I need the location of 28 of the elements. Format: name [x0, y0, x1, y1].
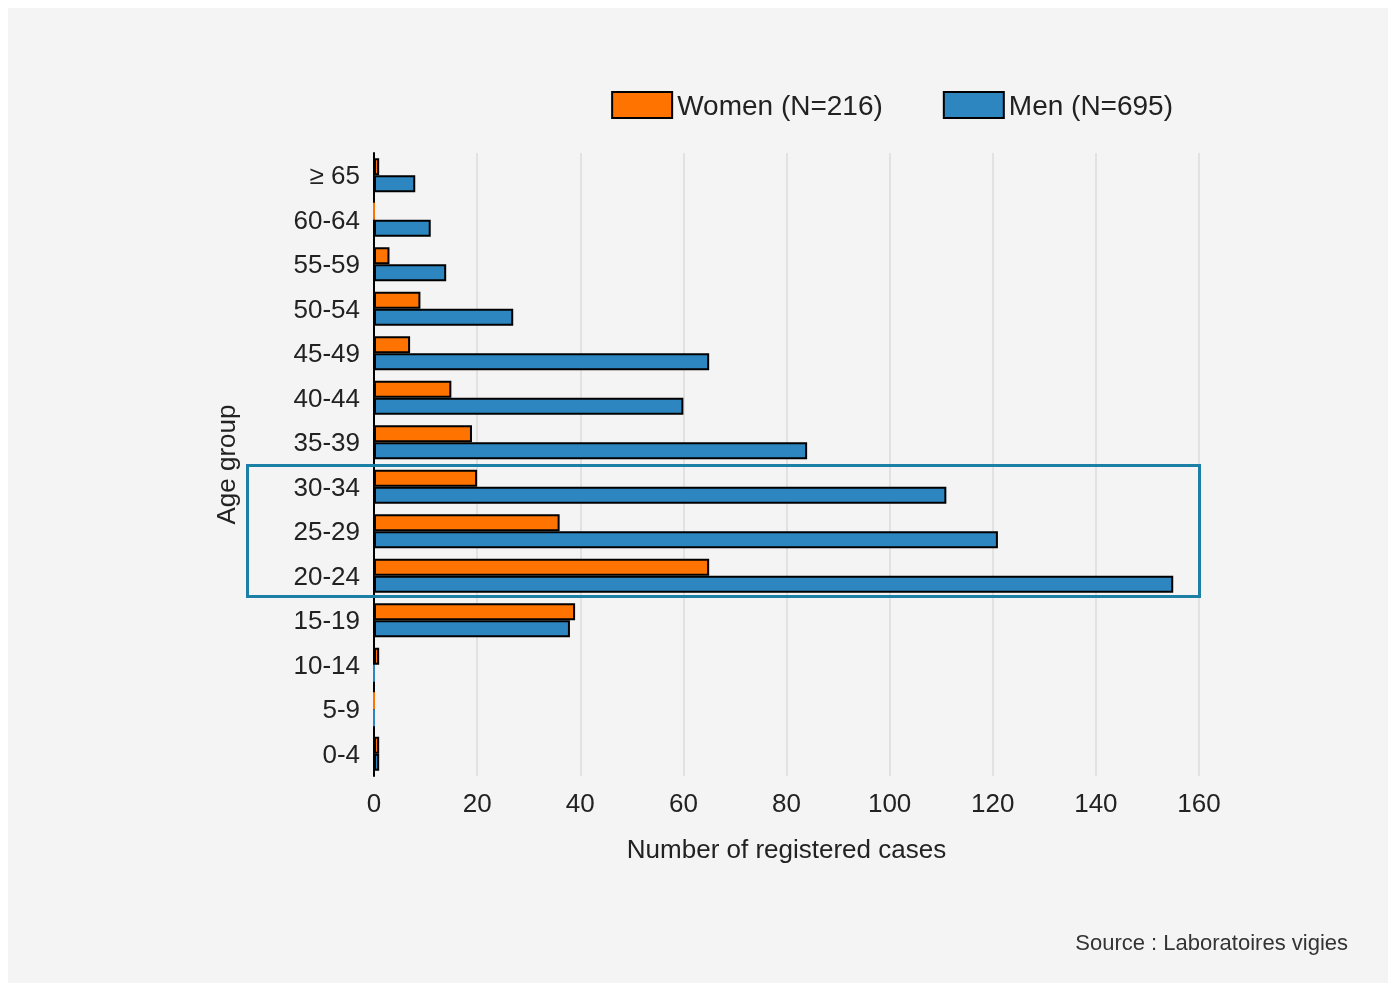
x-tick-label: 60 [668, 788, 698, 818]
y-tick-label: 40-44 [293, 382, 360, 413]
y-axis-title: Age group [211, 404, 241, 525]
y-tick-label: 60-64 [293, 204, 360, 235]
y-tick-label: 30-34 [293, 471, 360, 502]
y-tick-label: 20-24 [293, 560, 360, 591]
x-axis-title: Number of registered cases [626, 834, 947, 864]
x-tick-label: 100 [867, 788, 912, 818]
y-tick-label: 35-39 [293, 427, 360, 458]
y-tick-label: 25-29 [293, 516, 360, 547]
x-tick-label: 140 [1074, 788, 1118, 818]
y-tick-label: 10-14 [293, 649, 360, 680]
y-tick-label: 15-19 [293, 605, 360, 636]
y-tick-label: 55-59 [293, 249, 360, 280]
y-tick-label: 50-54 [293, 293, 360, 324]
x-tick-label: 160 [1177, 788, 1221, 818]
legend-label: Men (N=695) [1008, 89, 1173, 121]
y-tick-label: 0-4 [322, 738, 360, 769]
x-tick-label: 20 [462, 788, 492, 818]
x-tick-label: 40 [565, 788, 595, 818]
source-note: Source : Laboratoires vigies [1075, 929, 1348, 955]
x-tick-label: 0 [366, 788, 382, 818]
legend-label: Women (N=216) [677, 89, 883, 121]
x-tick-label: 80 [772, 788, 801, 818]
y-tick-label: 5-9 [322, 694, 360, 725]
x-tick-label: 120 [971, 788, 1015, 818]
y-tick-label: ≥ 65 [309, 160, 360, 191]
y-tick-label: 45-49 [293, 338, 360, 369]
